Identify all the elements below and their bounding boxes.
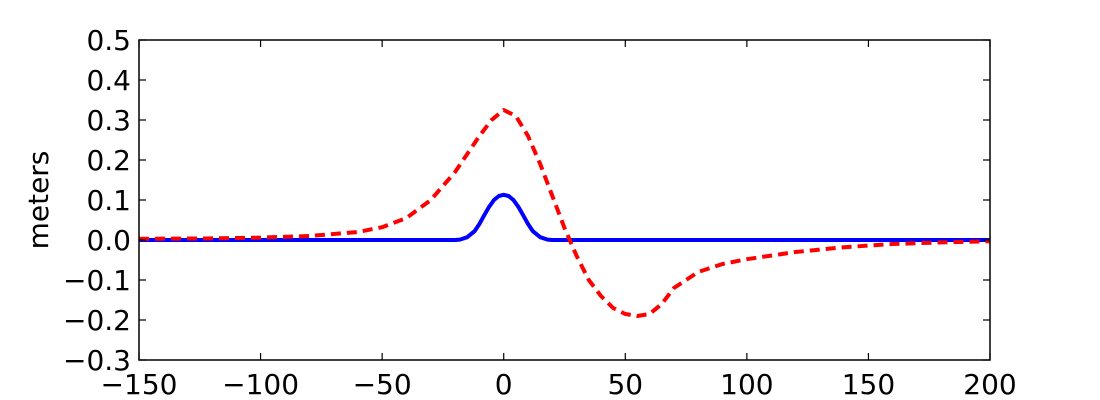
- series-line-1: [139, 192, 990, 242]
- y-tick-label: −0.3: [63, 344, 131, 377]
- y-tick-label: 0.4: [86, 64, 131, 97]
- series-layer: [138, 108, 991, 318]
- y-tick-label: 0.2: [86, 144, 131, 177]
- x-tick-label: 100: [720, 368, 773, 400]
- y-tick-label: 0.3: [86, 104, 131, 137]
- y-tick-label: 0.5: [86, 24, 131, 57]
- series-line-2: [138, 108, 991, 318]
- plot-frame: [138, 39, 991, 361]
- x-tick-label: 50: [607, 368, 643, 400]
- x-tick-label: 150: [842, 368, 895, 400]
- x-tick-label: 0: [495, 368, 513, 400]
- ticks-layer: −150 −100 −50 0 50 100 150 200 −0.3 −0.2 −0.1 0.0 0.…: [63, 24, 1017, 400]
- y-tick-label: 0.1: [86, 184, 131, 217]
- x-tick-label: −150: [101, 368, 178, 400]
- y-tick-label: −0.1: [63, 264, 131, 297]
- y-tick-label: −0.2: [63, 304, 131, 337]
- x-tick-label: −50: [353, 368, 412, 400]
- y-axis-label: meters: [22, 151, 55, 250]
- x-tick-label: 200: [963, 368, 1016, 400]
- x-tick-label: −100: [222, 368, 299, 400]
- y-tick-label: 0.0: [86, 224, 131, 257]
